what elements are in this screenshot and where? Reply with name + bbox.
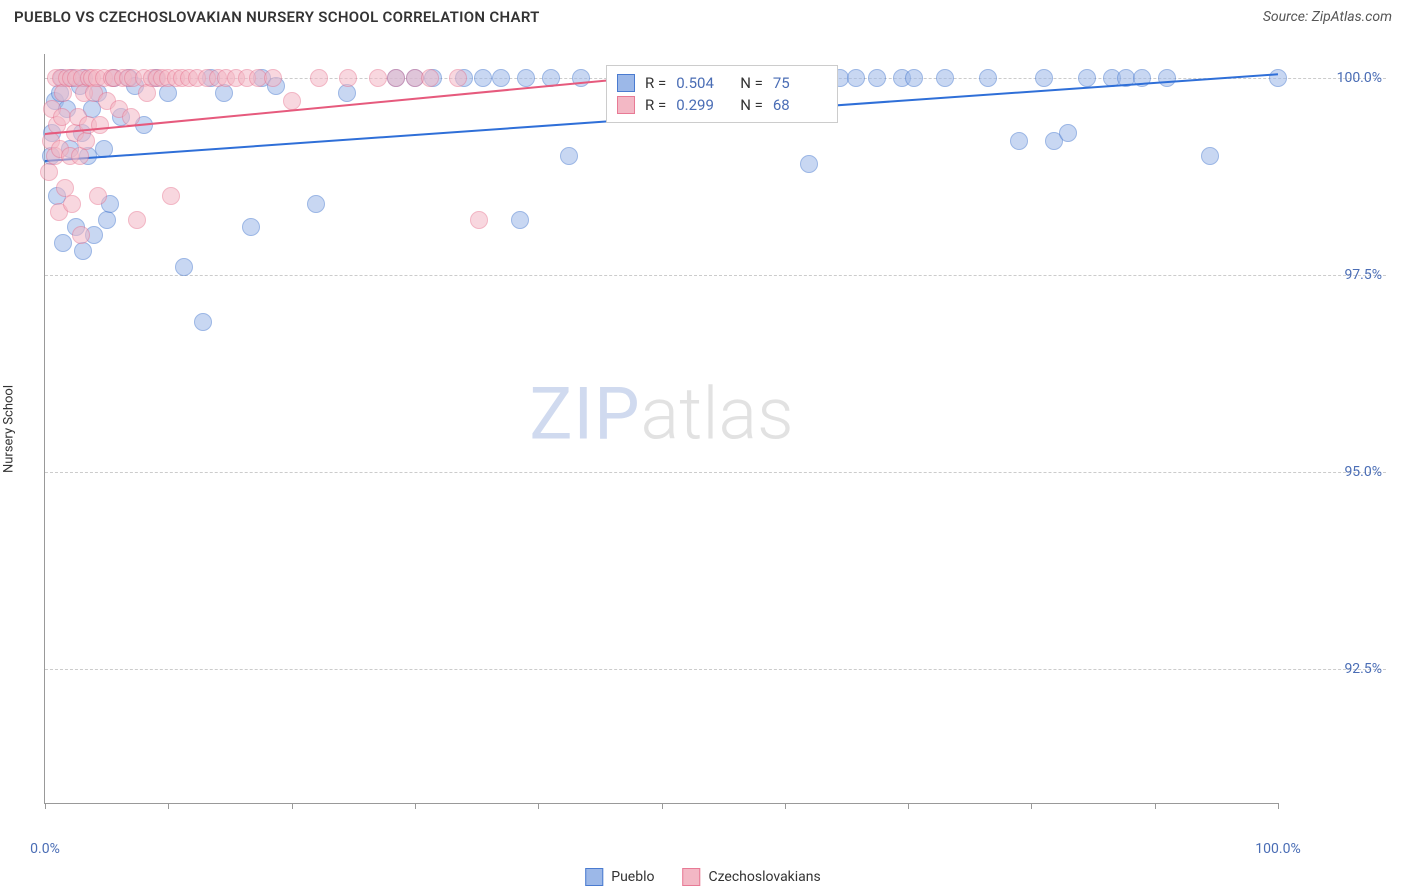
scatter-point — [338, 84, 356, 102]
stats-r-label: R = — [645, 74, 666, 92]
gridline — [45, 669, 1386, 670]
stats-swatch — [617, 74, 635, 92]
scatter-point — [387, 69, 405, 87]
scatter-point — [264, 69, 282, 87]
y-tick-label: 97.5% — [1286, 267, 1382, 283]
legend-swatch — [682, 868, 700, 886]
chart-header: PUEBLO VS CZECHOSLOVAKIAN NURSERY SCHOOL… — [0, 0, 1406, 26]
scatter-point — [474, 69, 492, 87]
x-tick-label: 0.0% — [30, 841, 60, 857]
scatter-point — [71, 147, 89, 165]
scatter-point — [1010, 132, 1028, 150]
scatter-point — [1059, 124, 1077, 142]
legend-item: Pueblo — [585, 868, 654, 886]
scatter-point — [54, 234, 72, 252]
legend-label: Pueblo — [611, 869, 654, 885]
chart-source: Source: ZipAtlas.com — [1263, 9, 1392, 25]
scatter-point — [800, 155, 818, 173]
chart-container: Nursery School ZIPatlas 92.5%95.0%97.5%1… — [44, 54, 1386, 824]
x-tick — [45, 803, 46, 809]
x-tick — [1278, 803, 1279, 809]
watermark-atlas: atlas — [641, 371, 794, 456]
stats-swatch — [617, 96, 635, 114]
scatter-point — [74, 242, 92, 260]
chart-title: PUEBLO VS CZECHOSLOVAKIAN NURSERY SCHOOL… — [14, 8, 540, 26]
x-tick — [1155, 803, 1156, 809]
gridline — [45, 472, 1386, 473]
legend-swatch — [585, 868, 603, 886]
y-tick-label: 95.0% — [1286, 464, 1382, 480]
scatter-point — [339, 69, 357, 87]
scatter-point — [1035, 69, 1053, 87]
stats-n-value: 75 — [773, 74, 827, 92]
stats-n-value: 68 — [773, 96, 827, 114]
scatter-point — [159, 84, 177, 102]
stats-r-value: 0.299 — [676, 96, 730, 114]
x-tick-label: 100.0% — [1255, 841, 1300, 857]
x-tick — [1031, 803, 1032, 809]
y-tick-label: 100.0% — [1286, 70, 1382, 86]
scatter-point — [307, 195, 325, 213]
stats-r-label: R = — [645, 96, 666, 114]
x-tick — [415, 803, 416, 809]
watermark-zip: ZIP — [529, 371, 640, 456]
scatter-point — [91, 116, 109, 134]
stats-box: R = 0.504 N = 75 R = 0.299 N = 68 — [606, 65, 838, 123]
scatter-point — [369, 69, 387, 87]
scatter-point — [470, 211, 488, 229]
scatter-point — [138, 84, 156, 102]
y-tick-label: 92.5% — [1286, 661, 1382, 677]
scatter-point — [72, 226, 90, 244]
scatter-point — [1269, 69, 1287, 87]
scatter-point — [162, 187, 180, 205]
scatter-point — [175, 258, 193, 276]
x-tick — [168, 803, 169, 809]
stats-n-label: N = — [740, 96, 763, 114]
stats-row: R = 0.504 N = 75 — [617, 72, 827, 94]
scatter-point — [517, 69, 535, 87]
x-tick — [292, 803, 293, 809]
scatter-point — [283, 92, 301, 110]
scatter-point — [492, 69, 510, 87]
scatter-point — [40, 163, 58, 181]
stats-row: R = 0.299 N = 68 — [617, 94, 827, 116]
scatter-point — [77, 132, 95, 150]
scatter-point — [89, 187, 107, 205]
scatter-point — [421, 69, 439, 87]
gridline — [45, 275, 1386, 276]
scatter-point — [1158, 69, 1176, 87]
legend: Pueblo Czechoslovakians — [585, 868, 821, 886]
legend-label: Czechoslovakians — [708, 869, 820, 885]
scatter-point — [98, 211, 116, 229]
scatter-point — [560, 147, 578, 165]
scatter-point — [310, 69, 328, 87]
plot-area: Nursery School ZIPatlas 92.5%95.0%97.5%1… — [44, 54, 1278, 804]
scatter-point — [449, 69, 467, 87]
scatter-point — [128, 211, 146, 229]
scatter-point — [63, 195, 81, 213]
scatter-point — [54, 84, 72, 102]
legend-item: Czechoslovakians — [682, 868, 820, 886]
scatter-point — [868, 69, 886, 87]
stats-n-label: N = — [740, 74, 763, 92]
scatter-point — [215, 84, 233, 102]
scatter-point — [511, 211, 529, 229]
scatter-point — [1078, 69, 1096, 87]
y-axis-label: Nursery School — [2, 384, 17, 472]
x-tick — [785, 803, 786, 809]
scatter-point — [905, 69, 923, 87]
x-tick — [908, 803, 909, 809]
scatter-point — [979, 69, 997, 87]
scatter-point — [242, 218, 260, 236]
scatter-point — [194, 313, 212, 331]
watermark: ZIPatlas — [529, 371, 793, 456]
scatter-point — [936, 69, 954, 87]
scatter-point — [847, 69, 865, 87]
x-tick — [538, 803, 539, 809]
x-tick — [662, 803, 663, 809]
scatter-point — [1201, 147, 1219, 165]
stats-r-value: 0.504 — [676, 74, 730, 92]
